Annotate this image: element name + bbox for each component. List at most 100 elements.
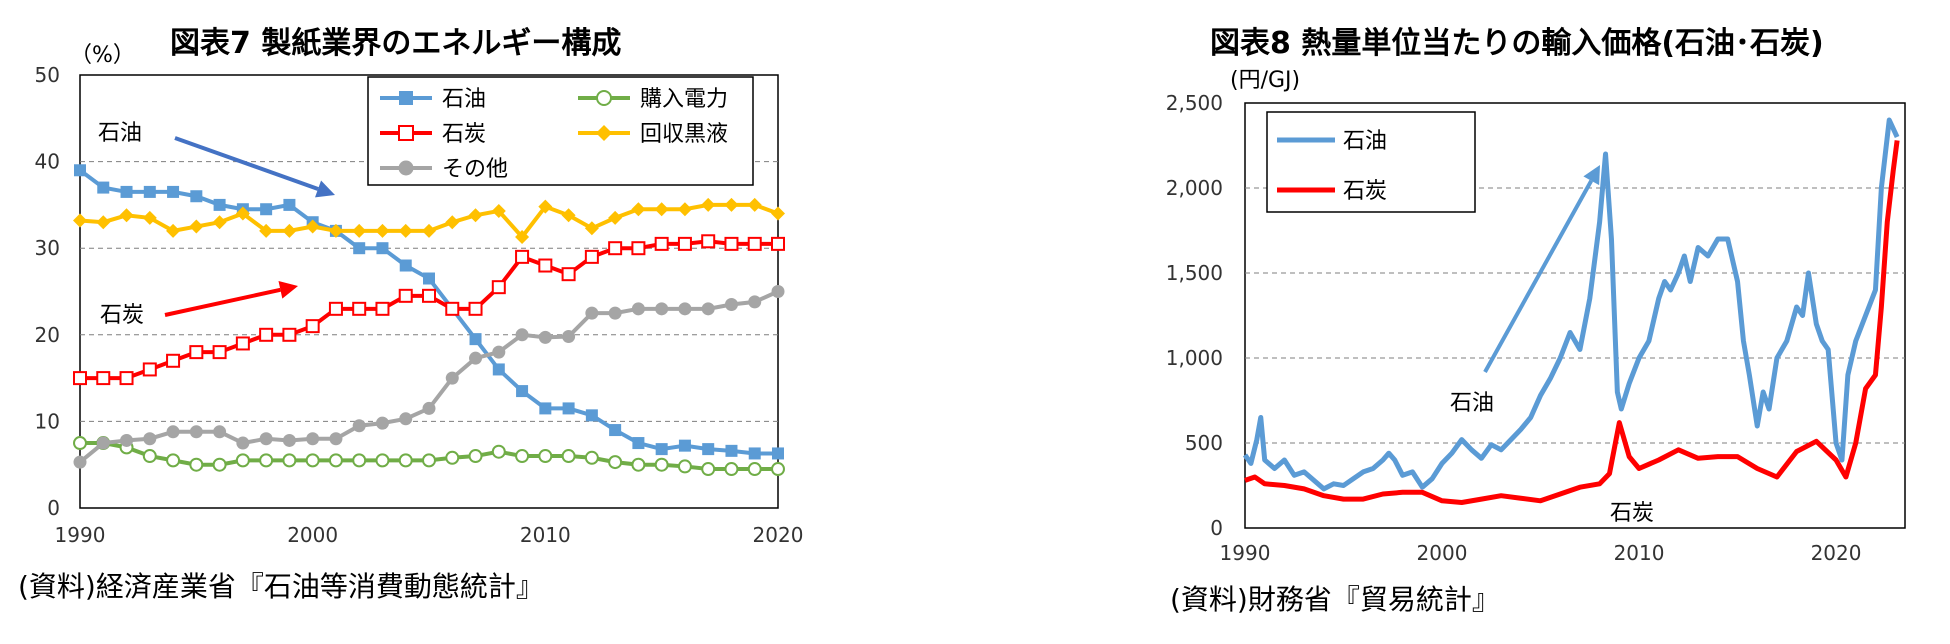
data-point	[747, 462, 762, 477]
data-point	[468, 449, 483, 464]
data-point	[677, 202, 692, 217]
data-point	[352, 301, 367, 316]
legend-item: 石油	[380, 87, 486, 112]
arrow-shaft	[1483, 179, 1594, 373]
data-point	[119, 208, 134, 223]
data-point	[120, 185, 133, 198]
plot-frame	[1244, 102, 1906, 529]
data-point	[584, 249, 599, 264]
data-point	[492, 363, 505, 376]
data-point	[398, 453, 413, 468]
data-point	[631, 457, 646, 472]
data-point	[212, 457, 227, 472]
data-point	[596, 125, 612, 141]
data-point	[398, 125, 414, 141]
data-point	[445, 301, 460, 316]
data-point	[399, 259, 412, 272]
data-point	[399, 91, 413, 105]
legend-label: 回収黒液	[640, 122, 728, 147]
data-point	[96, 215, 111, 230]
data-point	[305, 219, 320, 234]
y-tick-label: 2,500	[1166, 91, 1223, 115]
series-line	[78, 289, 779, 464]
data-point	[73, 436, 87, 451]
data-point	[283, 198, 296, 211]
legend-item: 石炭	[1277, 179, 1387, 204]
series-line-石炭	[1244, 140, 1900, 505]
arrowhead	[1583, 165, 1600, 186]
arrowhead	[315, 180, 335, 198]
data-point	[724, 297, 738, 311]
data-point	[143, 432, 157, 446]
annotation-label-oil: 石油	[1450, 391, 1494, 416]
data-point	[562, 330, 576, 344]
data-point	[491, 280, 506, 295]
data-point	[119, 371, 134, 386]
data-point	[235, 336, 250, 351]
data-point	[260, 203, 273, 216]
data-point	[608, 241, 623, 256]
data-point	[469, 333, 482, 346]
x-tick-label: 2000	[287, 523, 338, 547]
data-point	[655, 443, 668, 456]
y-axis-unit: (円/GJ)	[1230, 68, 1301, 93]
data-point	[282, 453, 297, 468]
data-point	[352, 453, 367, 468]
y-tick-label: 1,500	[1166, 261, 1223, 285]
annotation-label-coal: 石炭	[1610, 501, 1654, 526]
data-point	[375, 223, 390, 238]
annotation-arrow-oil	[174, 136, 335, 198]
data-point	[399, 412, 413, 426]
data-point	[190, 190, 203, 203]
data-point	[468, 208, 483, 223]
data-point	[328, 223, 343, 238]
data-point	[539, 402, 552, 415]
x-tick-label: 1990	[1220, 541, 1271, 565]
data-point	[305, 319, 320, 334]
data-point	[259, 327, 274, 342]
data-point	[771, 462, 785, 477]
data-point	[608, 455, 623, 470]
series-その他	[73, 285, 785, 469]
y-tick-label: 20	[35, 323, 60, 347]
data-point	[142, 449, 157, 464]
legend-label: 購入電力	[640, 87, 728, 112]
annotation-label-coal: 石炭	[100, 303, 144, 328]
data-point	[422, 223, 436, 238]
series-石炭	[73, 234, 785, 386]
data-point	[376, 242, 389, 255]
data-point	[561, 208, 576, 223]
data-point	[143, 185, 156, 198]
data-point	[771, 285, 785, 298]
series-回収黒液	[73, 197, 785, 244]
data-point	[375, 416, 389, 430]
data-point	[167, 185, 180, 198]
data-point	[678, 439, 691, 452]
data-point	[213, 198, 226, 211]
data-point	[423, 272, 435, 285]
data-point	[328, 453, 343, 468]
data-point	[213, 425, 227, 439]
legend-item: 石油	[1277, 129, 1387, 154]
legend-item: 石炭	[380, 122, 486, 147]
data-point	[189, 425, 203, 439]
chart-panel-energy-composition: 図表7 製紙業界のエネルギー構成 （%） 0 10 20 30 40 50 1990 2000…	[18, 26, 804, 603]
x-tick-label: 2020	[1811, 541, 1862, 565]
y-tick-label: 50	[35, 63, 60, 87]
data-point	[538, 330, 552, 344]
data-point	[678, 302, 692, 316]
legend-label: 石油	[442, 87, 486, 112]
x-tick-label: 2010	[520, 523, 571, 547]
data-point	[585, 306, 599, 320]
data-point	[515, 449, 530, 464]
data-point	[702, 443, 715, 456]
data-point	[398, 160, 414, 176]
data-point	[701, 462, 716, 477]
data-point	[236, 436, 250, 450]
data-point	[166, 425, 180, 439]
data-point	[677, 459, 692, 474]
data-point	[422, 453, 436, 468]
data-point	[74, 164, 86, 177]
